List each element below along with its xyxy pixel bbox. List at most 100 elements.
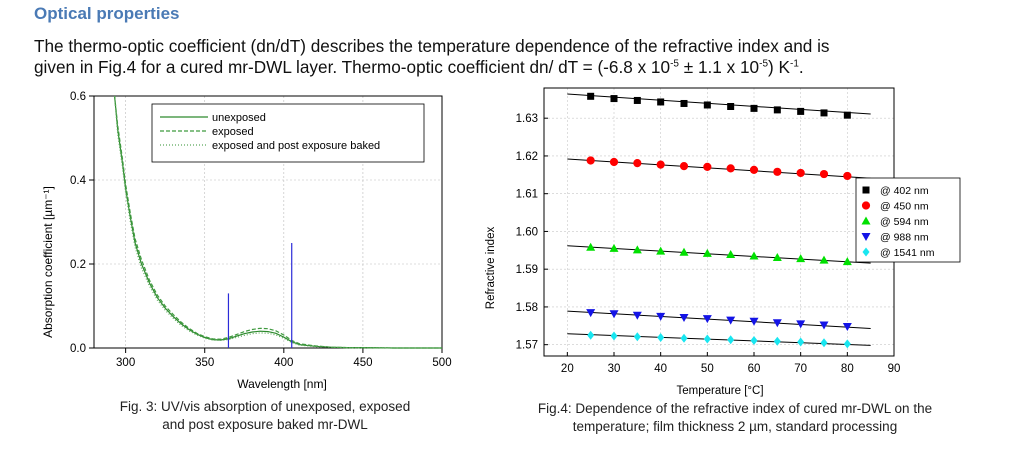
fit-line [567, 310, 871, 329]
y-tick-label: 1.59 [516, 264, 538, 276]
legend-label: unexposed [212, 112, 266, 124]
exponent-3: -1 [789, 58, 799, 70]
data-point [797, 337, 805, 347]
legend-label: exposed [212, 126, 254, 138]
data-point [586, 156, 595, 165]
plot-frame [543, 87, 895, 357]
data-point [680, 99, 688, 107]
y-tick-label: 1.57 [516, 340, 538, 352]
paragraph-line2-d: . [798, 57, 804, 77]
data-point [633, 159, 642, 168]
y-tick-label: 1.58 [516, 302, 538, 314]
series-line [114, 95, 442, 349]
legend-box [151, 103, 425, 163]
x-tick-label: 40 [654, 363, 667, 375]
y-axis-label: Refractive index [485, 227, 497, 310]
legend-label: @ 988 nm [880, 232, 929, 244]
fit-line [567, 93, 871, 115]
x-tick-label: 400 [274, 357, 293, 369]
data-point [680, 333, 688, 343]
y-tick-label: 0.2 [70, 259, 86, 271]
y-tick-label: 1.62 [516, 151, 538, 163]
data-point [843, 339, 851, 349]
data-point [703, 101, 711, 109]
data-point [797, 107, 805, 115]
fig3-caption-line2: and post exposure baked mr-DWL [162, 417, 368, 432]
data-point [657, 333, 665, 343]
y-tick-label: 1.60 [516, 226, 538, 238]
data-point [749, 251, 759, 260]
x-tick-label: 500 [432, 357, 451, 369]
fig4-caption-line2: temperature; film thickness 2 µm, standa… [572, 419, 898, 434]
refractive-index-chart: 20 30 40 50 60 70 80 90 1.57 1.58 1.59 1.60 1.61 1.62… [485, 87, 961, 397]
data-point [820, 338, 828, 348]
data-point [726, 164, 735, 173]
section-heading: Optical properties [34, 4, 180, 23]
data-point [587, 330, 595, 340]
data-point [586, 309, 596, 318]
data-point [609, 310, 619, 319]
y-tick-label: 0.6 [70, 91, 86, 103]
data-point [633, 332, 641, 342]
data-point [727, 102, 735, 110]
data-point [796, 254, 806, 263]
y-tick-label: 0.0 [70, 343, 86, 355]
fit-line [567, 333, 871, 346]
data-point [773, 106, 781, 114]
data-point [819, 169, 829, 179]
legend-label: @ 594 nm [880, 216, 929, 228]
paragraph-line2-b: ± 1.1 x 10 [678, 57, 760, 77]
data-point [796, 168, 805, 178]
data-point [656, 160, 665, 169]
legend-label: @ 1541 nm [880, 247, 935, 259]
x-tick-label: 70 [794, 363, 807, 375]
data-point [633, 96, 641, 104]
legend-marker [861, 233, 871, 241]
plot-frame [93, 95, 443, 349]
data-point [819, 321, 829, 330]
data-point [632, 311, 642, 320]
legend-marker [862, 247, 870, 257]
data-point [679, 247, 689, 256]
x-tick-label: 80 [841, 363, 854, 375]
data-point [657, 98, 665, 106]
data-point [702, 315, 712, 324]
data-point [773, 167, 782, 176]
legend-box [855, 177, 961, 263]
intro-paragraph: The thermo-optic coefficient (dn/dT) des… [34, 36, 1019, 78]
data-point [610, 95, 618, 103]
x-axis-label: Temperature [°C] [676, 385, 763, 397]
y-tick-label: 0.4 [70, 175, 87, 187]
paragraph-line2-a: given in Fig.4 for a cured mr-DWL layer.… [34, 57, 671, 77]
x-tick-label: 90 [888, 363, 901, 375]
data-point [726, 249, 736, 258]
absorption-chart: 300 350 400 450 500 0.0 0.2 0.4 0.6 unexposed exp… [41, 91, 452, 391]
data-point [632, 245, 642, 254]
data-point [703, 334, 711, 344]
data-point [679, 313, 689, 322]
data-point [842, 323, 852, 332]
data-point [679, 162, 689, 171]
data-point [586, 242, 596, 251]
exponent-1: -5 [670, 58, 679, 70]
data-point [610, 331, 618, 341]
data-point [820, 109, 828, 117]
exponent-2: -5 [759, 58, 769, 70]
data-point [819, 255, 829, 264]
data-point [656, 246, 666, 255]
series-line [114, 95, 442, 349]
data-point [609, 243, 619, 252]
x-tick-label: 300 [116, 357, 135, 369]
fig4-caption-line1: Fig.4: Dependence of the refractive inde… [537, 401, 933, 416]
data-point [656, 312, 666, 321]
y-tick-label: 1.63 [516, 113, 538, 125]
data-point [772, 319, 782, 328]
legend-marker [861, 201, 871, 210]
legend-marker [862, 186, 870, 194]
fig4-caption: Fig.4: Dependence of the refractive inde… [490, 400, 980, 436]
data-point [750, 336, 758, 346]
x-tick-label: 450 [353, 357, 372, 369]
data-point [796, 320, 806, 329]
y-tick-label: 1.61 [516, 189, 538, 201]
fig3-caption-line1: Fig. 3: UV/vis absorption of unexposed, … [119, 399, 411, 414]
